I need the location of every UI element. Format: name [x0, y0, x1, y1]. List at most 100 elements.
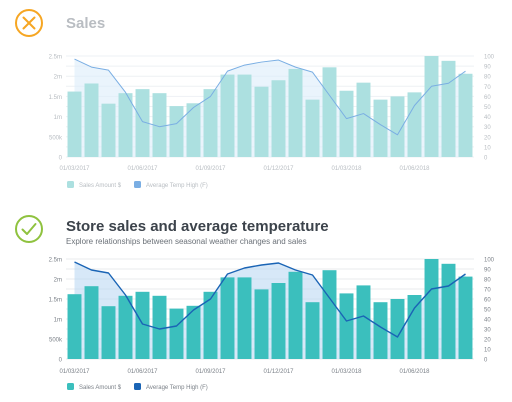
x-tick-label: 01/12/2017: [263, 369, 294, 375]
sales-bar: [186, 103, 201, 157]
y-left-tick-label: 1.5m: [49, 298, 62, 304]
sales-bar: [458, 276, 473, 359]
sales-bar: [237, 74, 252, 157]
sales-bar: [67, 91, 82, 157]
y-right-tick-label: 10: [484, 348, 491, 354]
sales-bar: [424, 259, 439, 359]
y-right-tick-label: 60: [484, 298, 491, 304]
legend-swatch-sales: [67, 181, 74, 188]
x-tick-label: 01/06/2017: [127, 369, 158, 375]
sales-bar: [305, 302, 320, 359]
sales-bar: [322, 67, 337, 157]
x-tick-label: 01/03/2018: [331, 166, 362, 172]
y-right-tick-label: 90: [484, 268, 491, 274]
x-circle-icon: [15, 9, 43, 37]
sales-bar: [254, 289, 269, 359]
x-tick-label: 01/09/2017: [195, 166, 226, 172]
check-circle-icon: [15, 215, 43, 243]
legend-swatch-temp: [134, 181, 141, 188]
legend-label-sales: Sales Amount $: [79, 385, 122, 391]
y-left-tick-label: 2m: [54, 278, 62, 284]
sales-chart-title: Sales: [66, 15, 106, 32]
sales-bar: [84, 83, 99, 157]
sales-bar: [407, 295, 422, 359]
sales-bar: [237, 277, 252, 359]
sales-bar: [220, 74, 235, 157]
y-right-tick-label: 100: [484, 258, 495, 264]
x-tick-label: 01/06/2018: [399, 166, 430, 172]
y-right-tick-label: 80: [484, 278, 491, 284]
temp-line: [74, 58, 466, 136]
sales-bar: [254, 86, 269, 157]
sales-bar: [118, 295, 133, 359]
store-sales-chart-subtitle: Explore relationships between seasonal w…: [66, 237, 307, 246]
sales-bar: [339, 90, 354, 157]
y-left-tick-label: 2.5m: [49, 258, 62, 264]
sales-bar: [441, 263, 456, 359]
sales-bar: [135, 291, 150, 359]
sales-bar: [101, 306, 116, 359]
x-tick-label: 01/03/2017: [59, 166, 90, 172]
legend-label-temp: Average Temp High (F): [146, 183, 208, 189]
y-left-tick-label: 1m: [54, 318, 62, 324]
legend-swatch-temp: [134, 383, 141, 390]
sales-bar: [373, 99, 388, 157]
temp-area: [74, 262, 466, 359]
sales-bar: [356, 82, 371, 157]
sales-combo-chart: 0 10 20 30 40 50 60 70 80 90 100 0 500k 1m 1.5m 2m 2.5m 0…: [49, 55, 495, 190]
store-sales-chart-title: Store sales and average temperature: [66, 218, 329, 235]
sales-bar: [203, 291, 218, 359]
y-left-tick-label: 1.5m: [49, 95, 62, 101]
sales-bar: [373, 302, 388, 359]
sales-bar: [322, 270, 337, 359]
sales-bar: [169, 308, 184, 359]
y-right-tick-label: 60: [484, 95, 491, 101]
sales-bar: [339, 293, 354, 359]
sales-bar: [135, 89, 150, 157]
sales-bar: [271, 283, 286, 359]
y-left-tick-label: 2.5m: [49, 55, 62, 61]
y-left-tick-label: 1m: [54, 115, 62, 121]
x-tick-label: 01/12/2017: [263, 166, 294, 172]
legend-label-sales: Sales Amount $: [79, 183, 122, 189]
x-tick-label: 01/06/2017: [127, 166, 158, 172]
y-left-tick-label: 0: [59, 358, 63, 364]
sales-bar: [390, 96, 405, 157]
y-right-tick-label: 50: [484, 308, 491, 314]
sales-bar: [458, 73, 473, 157]
legend-label-temp: Average Temp High (F): [146, 385, 208, 391]
sales-bar: [152, 295, 167, 359]
x-tick-label: 01/03/2017: [59, 369, 90, 375]
y-right-tick-label: 100: [484, 55, 495, 61]
y-right-tick-label: 0: [484, 358, 488, 364]
sales-bar: [67, 294, 82, 359]
y-left-tick-label: 500k: [49, 338, 63, 344]
y-right-tick-label: 80: [484, 75, 491, 81]
sales-bar: [390, 299, 405, 359]
temp-line: [74, 261, 466, 338]
y-right-tick-label: 30: [484, 328, 491, 334]
x-tick-label: 01/03/2018: [331, 369, 362, 375]
y-right-tick-label: 10: [484, 145, 491, 151]
y-left-tick-label: 2m: [54, 75, 62, 81]
sales-bar: [186, 305, 201, 359]
sales-bar: [152, 93, 167, 157]
y-right-tick-label: 70: [484, 85, 491, 91]
sales-bar: [169, 106, 184, 157]
legend-swatch-sales: [67, 383, 74, 390]
sales-bar: [305, 99, 320, 157]
store-sales-combo-chart: 0 10 20 30 40 50 60 70 80 90 100 0 500k 1m 1.5m 2m 2.5m 0…: [49, 258, 495, 392]
y-right-tick-label: 20: [484, 135, 491, 141]
sales-bar: [203, 89, 218, 157]
y-right-tick-label: 20: [484, 338, 491, 344]
y-right-tick-label: 70: [484, 288, 491, 294]
x-tick-label: 01/09/2017: [195, 369, 226, 375]
sales-bar: [288, 68, 303, 157]
sales-bar: [441, 60, 456, 157]
y-right-tick-label: 30: [484, 125, 491, 131]
sales-bar: [356, 285, 371, 359]
sales-bar: [118, 93, 133, 157]
y-right-tick-label: 90: [484, 65, 491, 71]
y-right-tick-label: 0: [484, 156, 488, 162]
sales-bar: [288, 271, 303, 359]
